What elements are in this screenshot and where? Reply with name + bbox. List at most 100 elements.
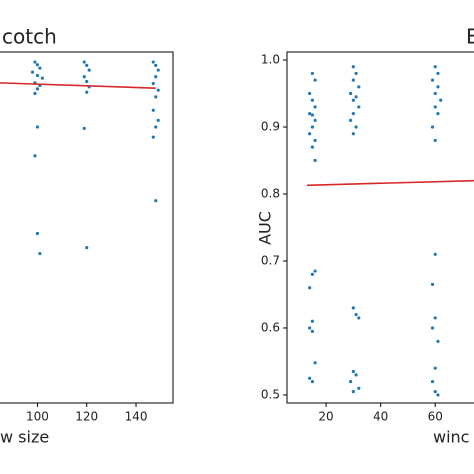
data-point xyxy=(35,231,40,236)
x-tick-label: 100 xyxy=(26,410,49,424)
data-point xyxy=(313,361,317,365)
data-point xyxy=(35,125,40,129)
data-point xyxy=(33,60,37,64)
data-point xyxy=(354,312,358,317)
data-point xyxy=(349,379,353,384)
data-point xyxy=(433,390,437,394)
data-point xyxy=(308,132,312,136)
data-point xyxy=(85,245,89,250)
data-point xyxy=(154,125,158,129)
y-tick-label: 0.5 xyxy=(261,387,280,401)
data-point xyxy=(310,272,314,276)
data-point xyxy=(310,329,314,333)
data-point xyxy=(35,73,40,78)
data-point xyxy=(439,98,443,102)
data-point xyxy=(85,63,89,67)
data-point xyxy=(351,78,355,82)
data-point xyxy=(310,98,314,102)
data-point xyxy=(354,95,358,99)
data-point xyxy=(151,108,155,112)
data-point xyxy=(30,70,35,74)
y-tick-label: 0.7 xyxy=(261,253,280,267)
data-point xyxy=(433,65,437,69)
data-point xyxy=(351,132,355,136)
data-point xyxy=(351,112,355,116)
data-point xyxy=(151,60,155,64)
data-point xyxy=(430,326,435,330)
data-point xyxy=(354,125,358,129)
data-point xyxy=(310,71,314,76)
data-point xyxy=(38,66,42,70)
data-point xyxy=(38,252,42,256)
data-point xyxy=(313,269,317,273)
data-point xyxy=(351,98,355,102)
data-point xyxy=(154,63,158,67)
y-tick-label: 0.6 xyxy=(261,320,280,334)
data-point xyxy=(85,90,89,94)
chart-title: cotch xyxy=(2,25,57,49)
data-point xyxy=(354,373,358,377)
data-point xyxy=(433,91,437,96)
data-point xyxy=(436,112,440,116)
data-point xyxy=(436,339,440,343)
data-point xyxy=(436,85,440,89)
data-point xyxy=(433,105,437,109)
data-point xyxy=(351,306,355,310)
data-point xyxy=(35,63,40,67)
data-point xyxy=(35,87,40,91)
x-axis-label: winc xyxy=(433,428,469,447)
data-point xyxy=(154,95,158,99)
data-point xyxy=(436,393,440,397)
data-point xyxy=(151,135,155,139)
data-point xyxy=(349,91,353,96)
y-tick-label: 0.8 xyxy=(261,187,280,201)
data-point xyxy=(313,138,317,143)
data-point xyxy=(87,68,91,72)
data-point xyxy=(354,71,358,76)
data-point xyxy=(308,112,312,116)
data-point xyxy=(154,75,158,79)
y-tick-label: 1.0 xyxy=(261,53,280,67)
data-point xyxy=(351,390,355,394)
data-point xyxy=(308,326,312,330)
data-point xyxy=(313,118,317,122)
data-point xyxy=(430,125,435,129)
data-point xyxy=(156,68,160,72)
data-point xyxy=(82,75,86,79)
data-point xyxy=(430,379,435,384)
x-axis-label: w size xyxy=(0,428,49,447)
chart-title: E xyxy=(466,25,474,49)
data-point xyxy=(310,379,314,384)
data-point xyxy=(313,105,317,109)
data-point xyxy=(156,88,160,92)
data-point xyxy=(82,60,86,64)
data-point xyxy=(82,126,86,130)
data-point xyxy=(310,125,314,129)
data-point xyxy=(33,154,37,158)
data-point xyxy=(357,386,361,390)
data-point xyxy=(430,78,435,82)
y-tick-label: 0.9 xyxy=(261,120,280,134)
data-point xyxy=(308,286,312,290)
data-point xyxy=(357,85,361,89)
data-point xyxy=(433,316,437,320)
x-tick-label: 120 xyxy=(75,410,98,424)
data-point xyxy=(433,252,437,256)
data-point xyxy=(40,76,44,80)
data-point xyxy=(357,105,361,109)
trend-line xyxy=(0,82,156,89)
trend-line xyxy=(306,179,474,187)
data-point xyxy=(357,316,361,320)
data-point xyxy=(308,376,312,380)
plot-frame xyxy=(286,51,474,404)
y-axis-label: AUC xyxy=(256,211,275,245)
data-point xyxy=(313,78,317,82)
data-point xyxy=(156,118,160,122)
x-tick-label: 20 xyxy=(318,410,333,424)
data-point xyxy=(351,369,355,374)
data-point xyxy=(310,113,314,117)
plot-frame xyxy=(0,51,174,404)
data-point xyxy=(33,91,37,96)
